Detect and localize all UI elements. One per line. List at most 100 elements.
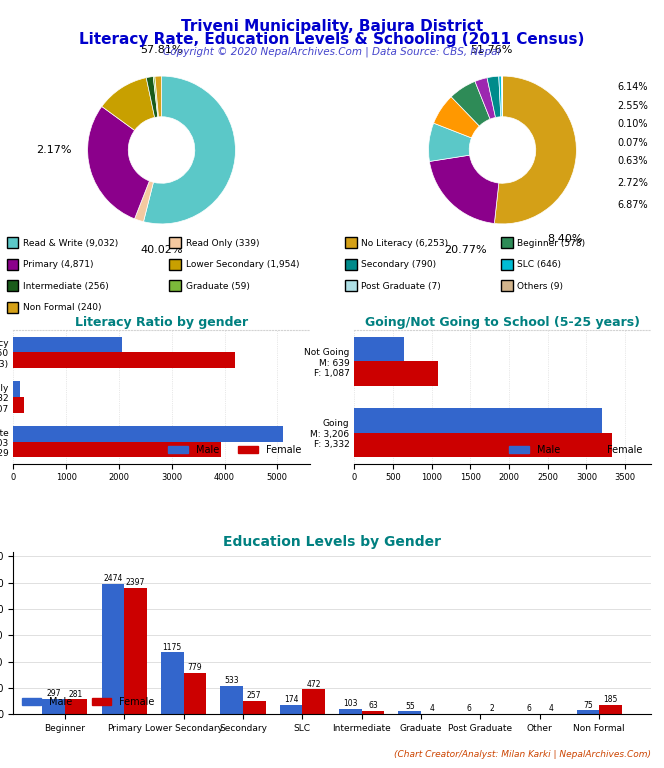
- Text: 472: 472: [306, 680, 321, 689]
- Wedge shape: [487, 76, 501, 118]
- Wedge shape: [494, 76, 576, 224]
- Bar: [161, 653, 183, 714]
- Text: Education
Levels: Education Levels: [469, 136, 535, 164]
- Text: Beginner (578): Beginner (578): [517, 239, 586, 248]
- Text: 40.02%: 40.02%: [140, 245, 183, 255]
- FancyBboxPatch shape: [501, 237, 513, 248]
- Wedge shape: [146, 77, 158, 118]
- Bar: [354, 336, 404, 362]
- Legend: Male, Female: Male, Female: [505, 441, 646, 458]
- Text: Intermediate (256): Intermediate (256): [23, 282, 109, 291]
- Wedge shape: [88, 107, 149, 219]
- Wedge shape: [451, 81, 490, 126]
- Bar: [183, 674, 206, 714]
- Bar: [354, 408, 602, 432]
- Bar: [243, 700, 266, 714]
- Text: 2.17%: 2.17%: [37, 145, 72, 155]
- Text: 185: 185: [604, 695, 618, 703]
- Text: Literacy Rate, Education Levels & Schooling (2011 Census): Literacy Rate, Education Levels & School…: [79, 32, 585, 48]
- Text: 51.76%: 51.76%: [470, 45, 513, 55]
- Bar: [398, 711, 421, 714]
- Text: SLC (646): SLC (646): [517, 260, 562, 270]
- Bar: [302, 690, 325, 714]
- Bar: [354, 362, 438, 386]
- Text: 0.63%: 0.63%: [617, 156, 647, 166]
- Text: 57.81%: 57.81%: [140, 45, 183, 55]
- Bar: [576, 710, 599, 714]
- Bar: [42, 699, 65, 714]
- Bar: [13, 353, 235, 368]
- FancyBboxPatch shape: [169, 259, 181, 270]
- Text: Others (9): Others (9): [517, 282, 564, 291]
- Wedge shape: [135, 181, 153, 222]
- FancyBboxPatch shape: [501, 259, 513, 270]
- Text: 297: 297: [46, 689, 61, 698]
- FancyBboxPatch shape: [7, 280, 19, 291]
- Bar: [13, 397, 24, 412]
- FancyBboxPatch shape: [169, 237, 181, 248]
- Text: Graduate (59): Graduate (59): [186, 282, 250, 291]
- Text: 1175: 1175: [163, 643, 182, 652]
- Bar: [13, 442, 221, 458]
- Bar: [13, 336, 122, 353]
- Wedge shape: [155, 76, 161, 117]
- Title: Literacy Ratio by gender: Literacy Ratio by gender: [75, 316, 248, 329]
- Bar: [354, 432, 612, 458]
- Text: 2397: 2397: [125, 578, 145, 588]
- Wedge shape: [430, 155, 499, 223]
- Wedge shape: [428, 123, 471, 161]
- Wedge shape: [143, 76, 236, 224]
- Text: 2474: 2474: [103, 574, 123, 584]
- Text: 6: 6: [467, 704, 471, 713]
- Text: 6.87%: 6.87%: [617, 200, 647, 210]
- Title: Going/Not Going to School (5-25 years): Going/Not Going to School (5-25 years): [365, 316, 640, 329]
- Text: (Chart Creator/Analyst: Milan Karki | NepalArchives.Com): (Chart Creator/Analyst: Milan Karki | Ne…: [394, 750, 651, 759]
- Text: 6: 6: [526, 704, 531, 713]
- Text: Read Only (339): Read Only (339): [186, 239, 259, 248]
- Text: 779: 779: [187, 664, 202, 673]
- FancyBboxPatch shape: [345, 259, 357, 270]
- FancyBboxPatch shape: [169, 280, 181, 291]
- Text: Secondary (790): Secondary (790): [361, 260, 436, 270]
- Text: Read & Write (9,032): Read & Write (9,032): [23, 239, 118, 248]
- Wedge shape: [434, 97, 479, 138]
- Text: Copyright © 2020 NepalArchives.Com | Data Source: CBS, Nepal: Copyright © 2020 NepalArchives.Com | Dat…: [163, 46, 501, 57]
- FancyBboxPatch shape: [501, 280, 513, 291]
- Text: Literacy
Ratios: Literacy Ratios: [135, 136, 189, 164]
- Legend: Male, Female: Male, Female: [165, 441, 305, 458]
- Text: 174: 174: [284, 695, 298, 704]
- Text: 63: 63: [368, 701, 378, 710]
- FancyBboxPatch shape: [7, 237, 19, 248]
- Text: Lower Secondary (1,954): Lower Secondary (1,954): [186, 260, 299, 270]
- Text: 4: 4: [430, 704, 435, 713]
- Text: Triveni Municipality, Bajura District: Triveni Municipality, Bajura District: [181, 19, 483, 35]
- FancyBboxPatch shape: [7, 302, 19, 313]
- Bar: [65, 700, 88, 714]
- Text: 103: 103: [343, 699, 358, 708]
- Bar: [13, 382, 20, 397]
- Bar: [102, 584, 124, 714]
- Bar: [339, 709, 362, 714]
- Bar: [220, 687, 243, 714]
- Wedge shape: [499, 76, 502, 117]
- Text: 2: 2: [489, 704, 494, 713]
- Text: Primary (4,871): Primary (4,871): [23, 260, 94, 270]
- Text: 75: 75: [583, 700, 593, 710]
- Text: 2.55%: 2.55%: [617, 101, 648, 111]
- Bar: [362, 711, 384, 714]
- Wedge shape: [475, 78, 495, 119]
- Text: 281: 281: [69, 690, 83, 699]
- Text: 0.07%: 0.07%: [617, 137, 647, 147]
- Text: 55: 55: [405, 701, 414, 710]
- Text: No Literacy (6,253): No Literacy (6,253): [361, 239, 448, 248]
- Text: 4: 4: [548, 704, 554, 713]
- Bar: [280, 705, 302, 714]
- Wedge shape: [102, 78, 155, 131]
- Text: 2.72%: 2.72%: [617, 178, 648, 188]
- Text: 20.77%: 20.77%: [444, 245, 487, 255]
- Bar: [13, 426, 283, 442]
- FancyBboxPatch shape: [345, 280, 357, 291]
- Text: 257: 257: [247, 691, 262, 700]
- Text: 0.10%: 0.10%: [617, 119, 647, 129]
- FancyBboxPatch shape: [7, 259, 19, 270]
